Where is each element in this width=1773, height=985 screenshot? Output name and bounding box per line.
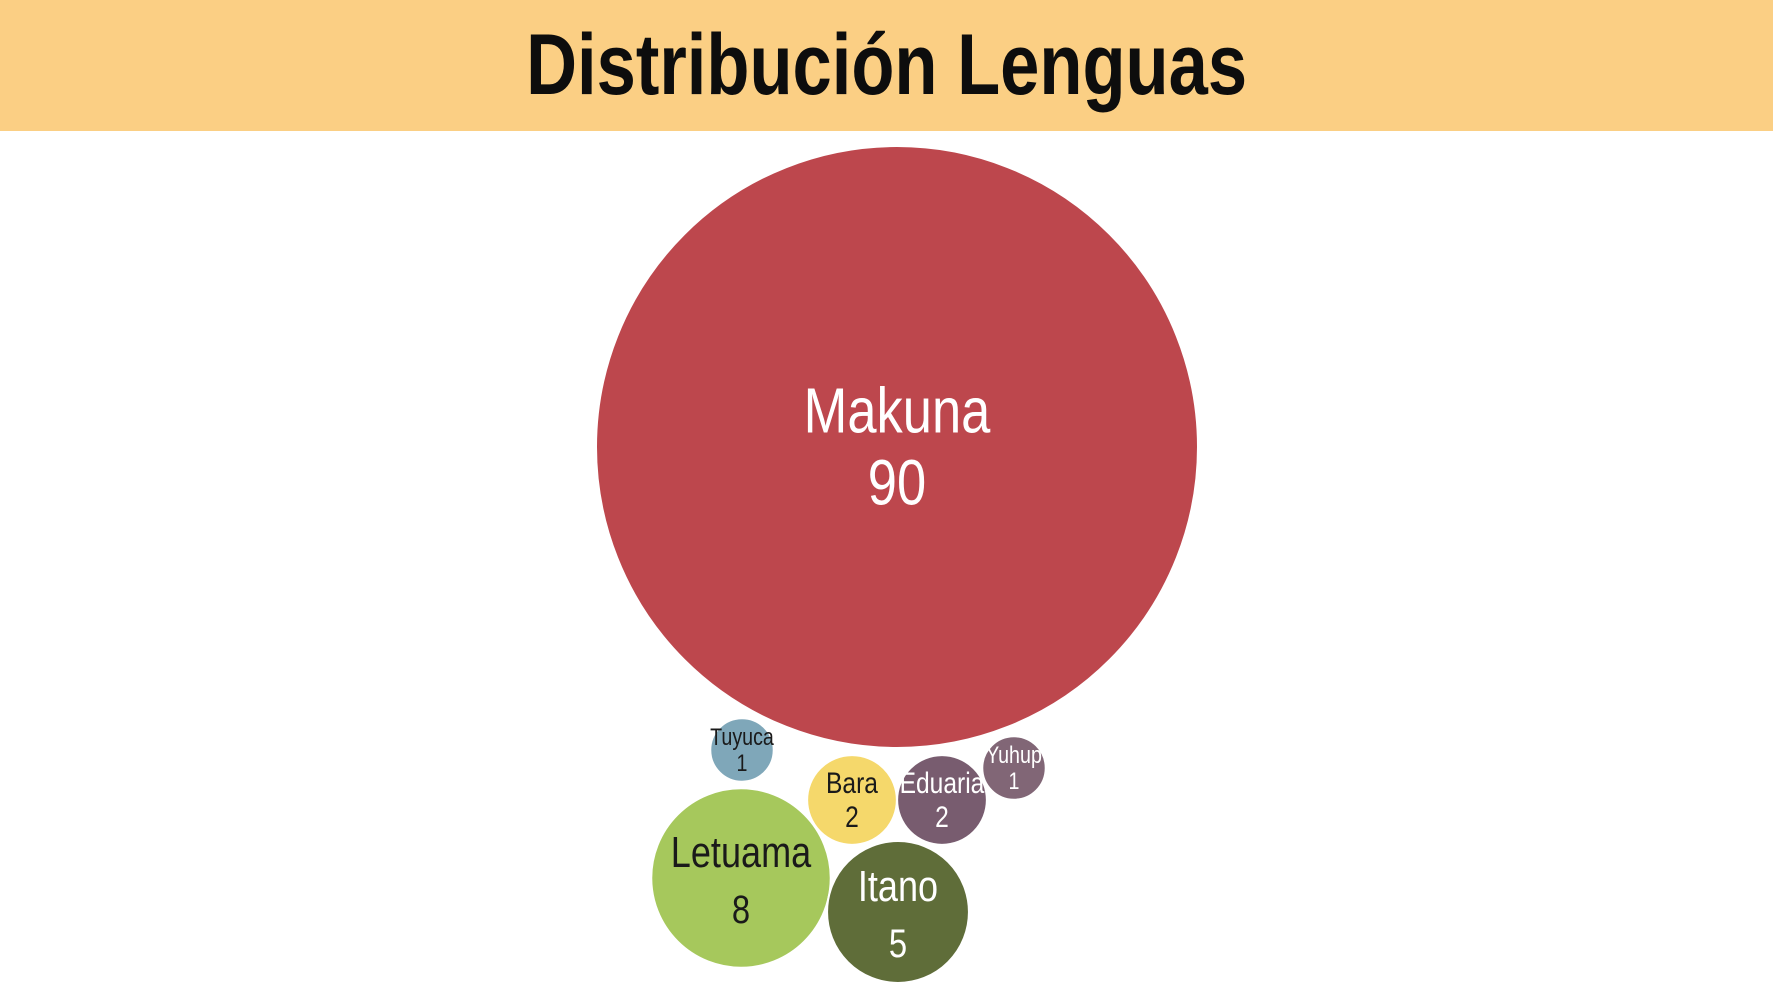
bubble-value-letuama: 8 — [732, 887, 750, 932]
bubble-circle-eduaria — [896, 754, 988, 846]
bubble-circle-letuama — [650, 787, 832, 969]
bubble-itano: Itano 5 — [826, 840, 970, 984]
bubble-value-tuyuca: 1 — [737, 749, 748, 776]
bubble-label-bara: Bara — [826, 766, 879, 800]
bubble-circle-tuyuca — [709, 717, 775, 783]
bubble-label-itano: Itano — [858, 861, 938, 910]
bubble-value-yuhup: 1 — [1009, 767, 1020, 794]
bubble-letuama: Letuama 8 — [650, 787, 832, 969]
bubble-value-eduaria: 2 — [935, 800, 949, 834]
chart-title-bar: Distribución Lenguas — [0, 0, 1773, 131]
bubble-circle-makuna — [595, 145, 1199, 749]
bubble-label-tuyuca: Tuyuca — [710, 723, 774, 750]
chart-title: Distribución Lenguas — [526, 17, 1247, 113]
bubble-label-makuna: Makuna — [804, 376, 991, 447]
bubble-label-letuama: Letuama — [671, 827, 812, 876]
bubble-circle-itano — [826, 840, 970, 984]
bubble-value-itano: 5 — [889, 921, 907, 966]
bubble-value-bara: 2 — [845, 800, 859, 834]
bubble-circle-yuhup — [981, 735, 1047, 801]
bubble-label-eduaria: Eduaria — [900, 766, 985, 800]
bubble-value-makuna: 90 — [868, 448, 926, 519]
bubble-label-yuhup: Yuhup — [986, 741, 1042, 768]
